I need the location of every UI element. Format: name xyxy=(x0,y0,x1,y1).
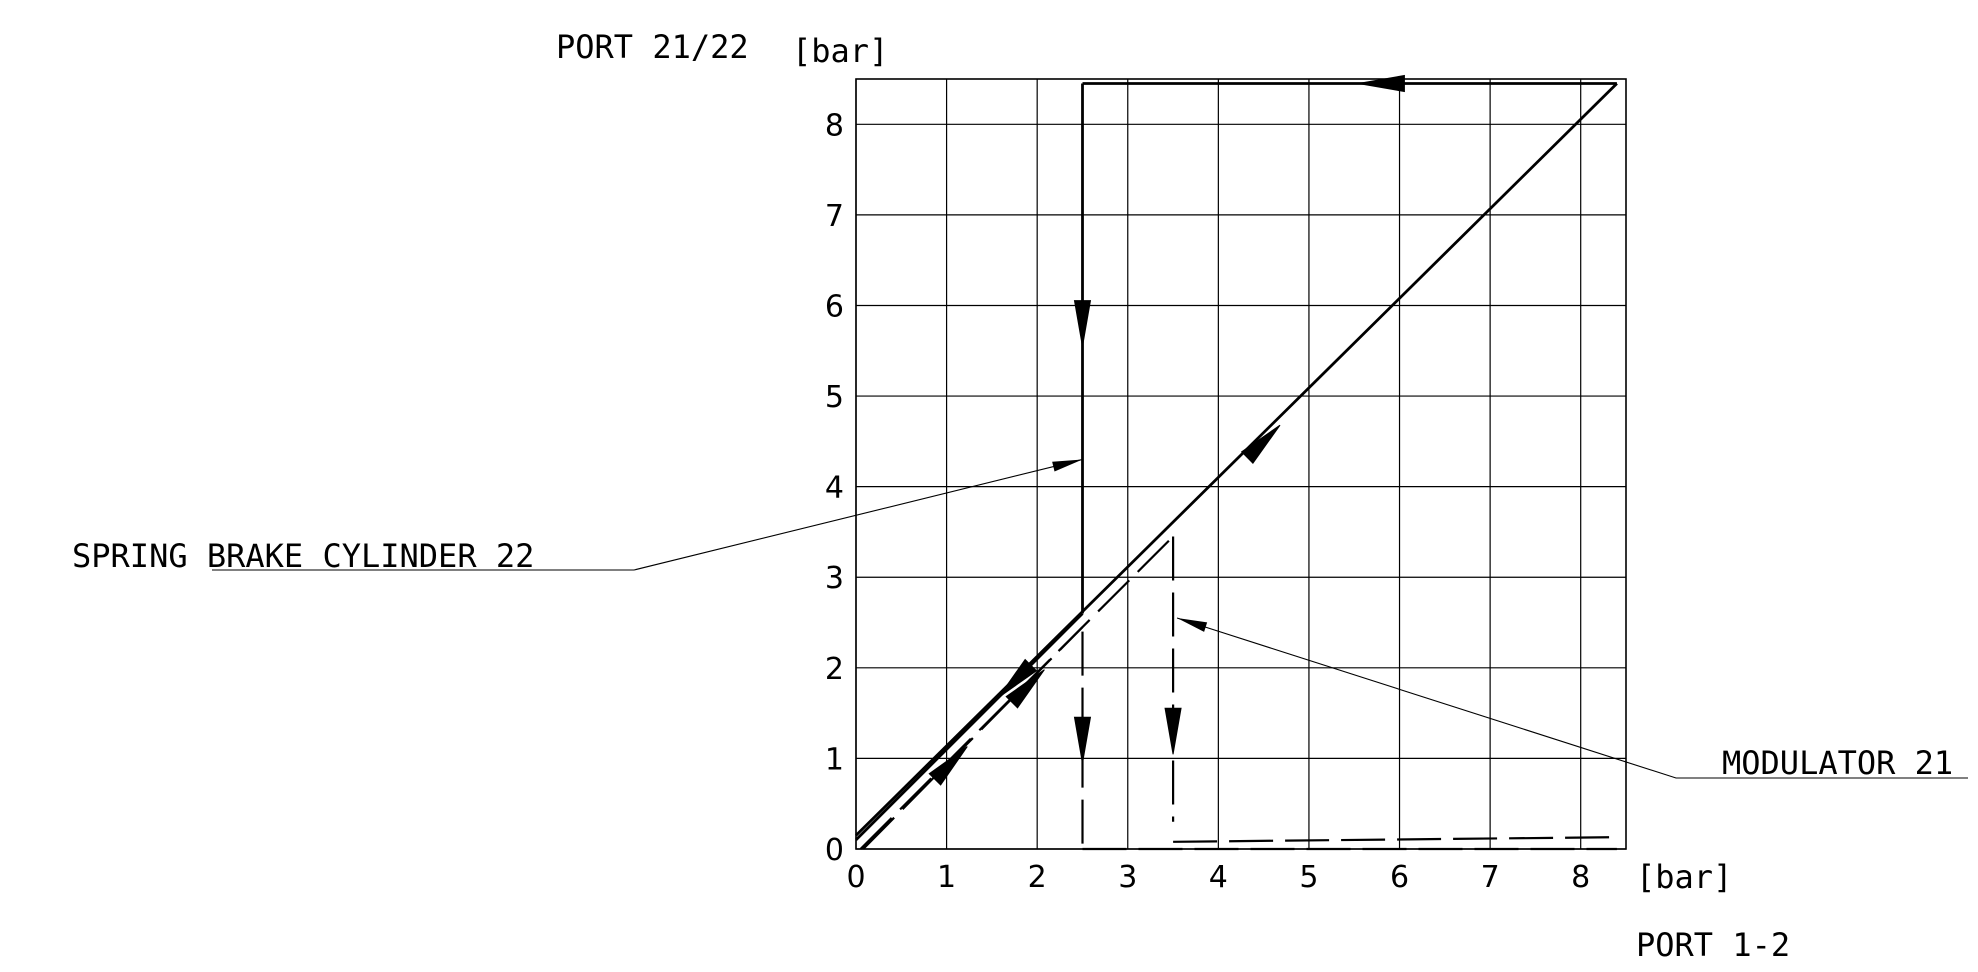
tick-labels: 0 1 2 3 4 5 6 7 8 0 1 2 3 4 5 6 7 8 xyxy=(825,108,1590,895)
annotation-spring-brake: SPRING BRAKE CYLINDER 22 xyxy=(72,537,534,575)
y-tick-label: 5 xyxy=(825,380,844,415)
direction-arrow xyxy=(1073,300,1092,347)
y-tick-label: 6 xyxy=(825,289,844,324)
annotation-modulator: MODULATOR 21 xyxy=(1722,744,1953,782)
direction-arrow xyxy=(1005,669,1045,709)
x-axis-label: PORT 1-2 xyxy=(1636,926,1790,964)
x-axis-unit: [bar] xyxy=(1636,858,1732,896)
y-tick-label: 1 xyxy=(825,742,844,777)
y-axis-label: PORT 21/22 xyxy=(556,28,749,66)
x-tick-label: 8 xyxy=(1571,860,1590,895)
direction-arrow xyxy=(1073,716,1092,764)
x-tick-label: 3 xyxy=(1118,860,1137,895)
leader-lines xyxy=(212,458,1968,779)
direction-arrow xyxy=(997,658,1038,699)
y-tick-label: 8 xyxy=(825,108,844,143)
direction-arrow xyxy=(1240,424,1281,464)
x-tick-label: 6 xyxy=(1390,860,1409,895)
grid xyxy=(855,78,1627,850)
y-tick-label: 2 xyxy=(825,652,844,687)
modulator-curve-segment xyxy=(1173,836,1617,843)
leader-spring-brake xyxy=(212,458,1083,571)
leader-modulator xyxy=(1176,617,1968,779)
y-tick-label: 0 xyxy=(825,833,844,868)
x-tick-label: 2 xyxy=(1028,860,1047,895)
x-tick-label: 4 xyxy=(1209,860,1228,895)
spring-brake-curve-segment xyxy=(855,82,1618,837)
y-tick-label: 3 xyxy=(825,561,844,596)
y-tick-label: 4 xyxy=(825,471,844,506)
direction-arrows xyxy=(928,74,1405,786)
x-tick-label: 5 xyxy=(1299,860,1318,895)
direction-arrow xyxy=(1358,74,1405,93)
y-axis-unit: [bar] xyxy=(792,32,888,70)
x-tick-label: 0 xyxy=(846,860,865,895)
spring-brake-curve-segment xyxy=(855,612,1084,841)
direction-arrow xyxy=(928,746,968,786)
curves xyxy=(855,82,1618,851)
modulator-curve-segment xyxy=(859,535,1174,850)
y-tick-label: 7 xyxy=(825,199,844,234)
leader-arrowhead xyxy=(1177,618,1208,632)
x-tick-label: 1 xyxy=(937,860,956,895)
x-tick-label: 7 xyxy=(1481,860,1500,895)
leader-arrowhead xyxy=(1052,459,1083,472)
plot-frame xyxy=(855,78,1627,850)
direction-arrow xyxy=(1164,707,1182,755)
